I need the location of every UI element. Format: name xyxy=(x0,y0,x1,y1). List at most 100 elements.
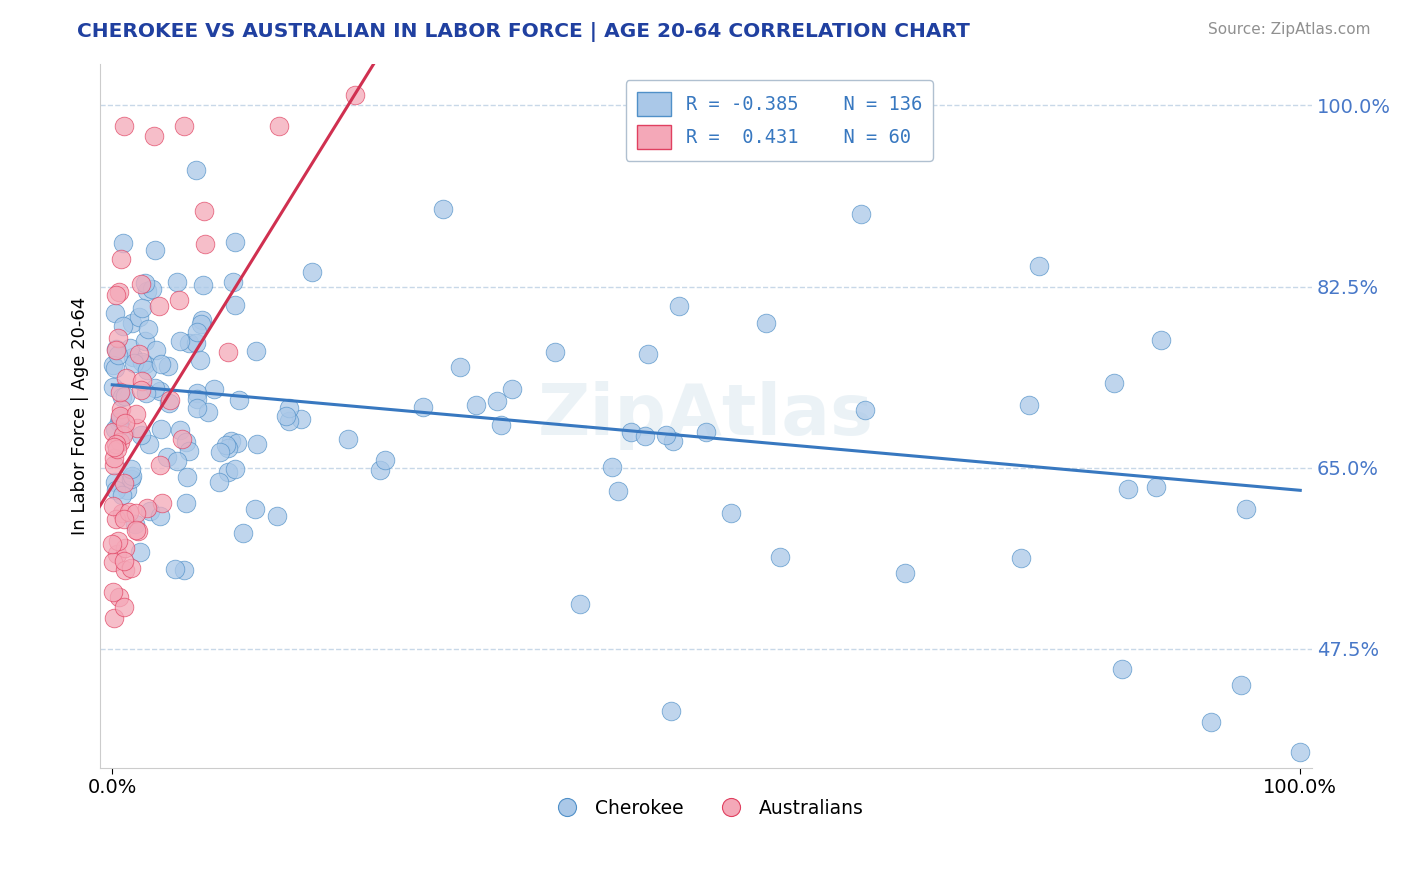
Point xyxy=(114,416,136,430)
Point xyxy=(202,382,225,396)
Point xyxy=(131,428,153,442)
Point xyxy=(501,382,523,396)
Point xyxy=(1289,745,1312,759)
Point xyxy=(127,524,149,538)
Point xyxy=(145,343,167,358)
Point xyxy=(108,411,131,425)
Point xyxy=(108,384,131,399)
Point xyxy=(135,501,157,516)
Point xyxy=(128,347,150,361)
Point xyxy=(131,355,153,369)
Point xyxy=(107,590,129,604)
Point xyxy=(143,381,166,395)
Point xyxy=(125,506,148,520)
Point xyxy=(190,317,212,331)
Point xyxy=(186,401,208,415)
Point xyxy=(655,428,678,442)
Point xyxy=(486,394,509,409)
Y-axis label: In Labor Force | Age 20-64: In Labor Force | Age 20-64 xyxy=(72,297,89,535)
Point xyxy=(193,203,215,218)
Point xyxy=(103,451,125,466)
Point xyxy=(173,119,195,133)
Point xyxy=(115,483,138,497)
Point xyxy=(148,299,170,313)
Point xyxy=(191,313,214,327)
Point xyxy=(108,285,131,299)
Point xyxy=(103,305,125,319)
Point xyxy=(135,386,157,401)
Point xyxy=(1018,398,1040,412)
Point xyxy=(136,363,159,377)
Point xyxy=(136,322,159,336)
Point xyxy=(184,335,207,350)
Point xyxy=(129,277,152,291)
Point xyxy=(277,401,299,416)
Point xyxy=(128,310,150,324)
Point xyxy=(112,512,135,526)
Point xyxy=(620,425,643,440)
Point xyxy=(112,425,135,439)
Point xyxy=(186,392,208,407)
Point xyxy=(149,384,172,398)
Point xyxy=(344,88,367,103)
Point xyxy=(174,496,197,510)
Point xyxy=(129,383,152,397)
Point xyxy=(368,462,391,476)
Point xyxy=(219,434,242,448)
Point xyxy=(110,401,132,416)
Point xyxy=(194,236,217,251)
Point xyxy=(1199,714,1222,729)
Point xyxy=(208,475,231,489)
Point xyxy=(101,585,124,599)
Point xyxy=(166,454,188,468)
Point xyxy=(224,462,246,476)
Point xyxy=(290,412,312,426)
Point xyxy=(101,500,124,514)
Point xyxy=(668,299,690,313)
Point xyxy=(122,351,145,365)
Point xyxy=(217,345,239,359)
Point xyxy=(104,422,127,436)
Point xyxy=(125,523,148,537)
Point xyxy=(179,443,201,458)
Point xyxy=(131,375,153,389)
Point xyxy=(120,561,142,575)
Point xyxy=(1144,480,1167,494)
Point xyxy=(118,341,141,355)
Point xyxy=(120,472,142,486)
Point xyxy=(114,541,136,556)
Point xyxy=(114,563,136,577)
Point xyxy=(301,265,323,279)
Point xyxy=(157,396,180,410)
Point xyxy=(169,423,191,437)
Point xyxy=(156,450,179,464)
Point xyxy=(232,526,254,541)
Point xyxy=(1102,376,1125,390)
Point xyxy=(197,405,219,419)
Point xyxy=(1010,550,1032,565)
Point xyxy=(849,207,872,221)
Point xyxy=(134,334,156,348)
Point xyxy=(893,566,915,580)
Point xyxy=(695,425,717,439)
Point xyxy=(143,244,166,258)
Point xyxy=(107,331,129,345)
Point xyxy=(465,398,488,412)
Point xyxy=(118,505,141,519)
Point xyxy=(217,442,239,456)
Point xyxy=(114,389,136,403)
Point xyxy=(246,437,269,451)
Point xyxy=(659,704,682,718)
Point xyxy=(134,357,156,371)
Point xyxy=(157,359,180,373)
Point xyxy=(374,452,396,467)
Point xyxy=(568,597,591,611)
Point xyxy=(101,380,124,394)
Point xyxy=(111,506,134,520)
Point xyxy=(1230,678,1253,692)
Point xyxy=(112,600,135,615)
Point xyxy=(149,422,172,436)
Point xyxy=(111,488,134,502)
Point xyxy=(412,400,434,414)
Point xyxy=(103,611,125,625)
